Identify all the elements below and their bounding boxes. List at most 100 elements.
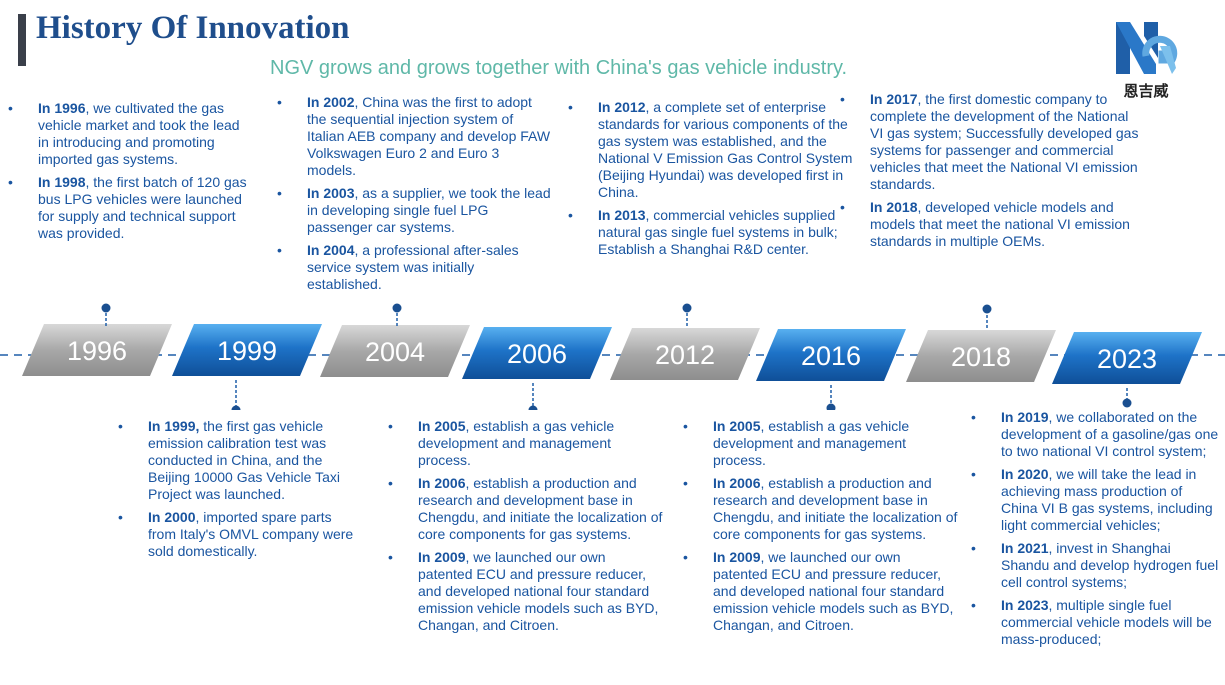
- milestone-item: In 2005, establish a gas vehicle develop…: [683, 418, 958, 469]
- bottom-block-2: In 2005, establish a gas vehicle develop…: [388, 418, 663, 640]
- top-block-3: In 2012, a complete set of enterprise st…: [568, 99, 853, 264]
- milestone-year: In 2023: [1001, 597, 1049, 613]
- timeline-year-label: 2016: [801, 341, 861, 371]
- milestone-year: In 2012: [598, 99, 646, 115]
- milestone-item: In 2000, imported spare parts from Italy…: [118, 509, 363, 560]
- milestone-year: In 2013: [598, 207, 646, 223]
- milestone-item: In 2012, a complete set of enterprise st…: [568, 99, 853, 201]
- milestone-item: In 2009, we launched our own patented EC…: [388, 549, 663, 634]
- milestone-item: In 2004, a professional after-sales serv…: [277, 242, 552, 293]
- milestone-text: , multiple single fuel commercial vehicl…: [1001, 597, 1212, 647]
- timeline-year-label: 1996: [67, 336, 127, 366]
- milestone-text: , establish a gas vehicle development an…: [418, 418, 615, 468]
- milestone-text: , imported spare parts from Italy's OMVL…: [148, 509, 354, 559]
- ngv-logo: [1116, 22, 1178, 74]
- bottom-block-3: In 2005, establish a gas vehicle develop…: [683, 418, 958, 640]
- milestone-year: In 2006: [713, 475, 761, 491]
- milestone-year: In 2009: [713, 549, 761, 565]
- top-block-4: In 2017, the first domestic company to c…: [840, 91, 1140, 256]
- milestone-text: , the first domestic company to complete…: [870, 91, 1139, 192]
- milestone-item: In 2006, establish a production and rese…: [388, 475, 663, 543]
- milestone-year: In 2019: [1001, 409, 1049, 425]
- timeline-segment-2004: 2004: [320, 325, 470, 377]
- milestone-year: In 2002: [307, 94, 355, 110]
- connector-dot: [528, 405, 538, 410]
- milestone-item: In 2006, establish a production and rese…: [683, 475, 958, 543]
- milestone-text: the first gas vehicle emission calibrati…: [148, 418, 340, 502]
- milestone-item: In 1998, the first batch of 120 gas bus …: [8, 174, 248, 242]
- milestone-text: , we launched our own patented ECU and p…: [713, 549, 954, 633]
- page-title: History Of Innovation: [36, 10, 350, 46]
- milestone-year: In 2006: [418, 475, 466, 491]
- milestone-item: In 2009, we launched our own patented EC…: [683, 549, 958, 634]
- connector-dot: [101, 303, 111, 313]
- top-block-1: In 1996, we cultivated the gas vehicle m…: [8, 100, 248, 248]
- timeline-segment-2012: 2012: [610, 328, 760, 380]
- milestone-item: In 2017, the first domestic company to c…: [840, 91, 1140, 193]
- milestone-year: In 2003: [307, 185, 355, 201]
- milestone-item: In 1999, the first gas vehicle emission …: [118, 418, 363, 503]
- milestone-item: In 2002, China was the first to adopt th…: [277, 94, 552, 179]
- timeline-segment-2023: 2023: [1052, 332, 1202, 384]
- milestone-item: In 1996, we cultivated the gas vehicle m…: [8, 100, 248, 168]
- connector-dot: [982, 304, 992, 314]
- milestone-text: , we launched our own patented ECU and p…: [418, 549, 659, 633]
- timeline-year-label: 2006: [507, 339, 567, 369]
- milestone-text: , we will take the lead in achieving mas…: [1001, 466, 1213, 533]
- milestone-year: In 2017: [870, 91, 918, 107]
- milestone-item: In 2020, we will take the lead in achiev…: [971, 466, 1221, 534]
- milestone-item: In 2023, multiple single fuel commercial…: [971, 597, 1221, 648]
- connector-dot: [231, 405, 241, 410]
- milestone-text: , as a supplier, we took the lead in dev…: [307, 185, 551, 235]
- connector-dot: [682, 303, 692, 313]
- milestone-year: In 1998: [38, 174, 86, 190]
- timeline: 1996 1999 2004 2006 2012 2016 2018 2023: [0, 303, 1225, 410]
- milestone-text: , establish a production and research an…: [418, 475, 663, 542]
- timeline-year-label: 2023: [1097, 344, 1157, 374]
- timeline-year-label: 2018: [951, 342, 1011, 372]
- milestone-year: In 1999,: [148, 418, 200, 434]
- milestone-text: , establish a gas vehicle development an…: [713, 418, 910, 468]
- milestone-text: , establish a production and research an…: [713, 475, 958, 542]
- milestone-year: In 2000: [148, 509, 196, 525]
- milestone-year: In 2009: [418, 549, 466, 565]
- timeline-year-label: 2012: [655, 340, 715, 370]
- milestone-year: In 1996: [38, 100, 86, 116]
- milestone-item: In 2018, developed vehicle models and mo…: [840, 199, 1140, 250]
- milestone-item: In 2019, we collaborated on the developm…: [971, 409, 1221, 460]
- milestone-text: , developed vehicle models and models th…: [870, 199, 1130, 249]
- bottom-block-1: In 1999, the first gas vehicle emission …: [118, 418, 363, 566]
- milestone-text: , invest in Shanghai Shandu and develop …: [1001, 540, 1219, 590]
- timeline-segment-2016: 2016: [756, 329, 906, 381]
- milestone-year: In 2004: [307, 242, 355, 258]
- connector-dot: [392, 303, 402, 313]
- timeline-segment-1996: 1996: [22, 324, 172, 376]
- milestone-item: In 2005, establish a gas vehicle develop…: [388, 418, 663, 469]
- title-accent-bar: [18, 14, 26, 66]
- top-block-2: In 2002, China was the first to adopt th…: [277, 94, 552, 299]
- milestone-year: In 2021: [1001, 540, 1049, 556]
- milestone-text: , China was the first to adopt the seque…: [307, 94, 551, 178]
- milestone-item: In 2013, commercial vehicles supplied na…: [568, 207, 853, 258]
- milestone-text: , a complete set of enterprise standards…: [598, 99, 853, 200]
- milestone-year: In 2005: [713, 418, 761, 434]
- connector-dot: [826, 403, 836, 410]
- milestone-text: , the first batch of 120 gas bus LPG veh…: [38, 174, 247, 241]
- timeline-segment-1999: 1999: [172, 324, 322, 376]
- page-subtitle: NGV grows and grows together with China'…: [270, 57, 848, 79]
- timeline-year-label: 2004: [365, 337, 425, 367]
- timeline-year-label: 1999: [217, 336, 277, 366]
- milestone-text: , we cultivated the gas vehicle market a…: [38, 100, 240, 167]
- timeline-segment-2006: 2006: [462, 327, 612, 379]
- milestone-year: In 2005: [418, 418, 466, 434]
- milestone-item: In 2021, invest in Shanghai Shandu and d…: [971, 540, 1221, 591]
- milestone-year: In 2018: [870, 199, 918, 215]
- milestone-year: In 2020: [1001, 466, 1049, 482]
- milestone-text: , we collaborated on the development of …: [1001, 409, 1219, 459]
- timeline-segment-2018: 2018: [906, 330, 1056, 382]
- connector-dot: [1122, 398, 1132, 408]
- milestone-text: , commercial vehicles supplied natural g…: [598, 207, 838, 257]
- bottom-block-4: In 2019, we collaborated on the developm…: [971, 409, 1221, 654]
- milestone-item: In 2003, as a supplier, we took the lead…: [277, 185, 552, 236]
- milestone-text: , a professional after-sales service sys…: [307, 242, 519, 292]
